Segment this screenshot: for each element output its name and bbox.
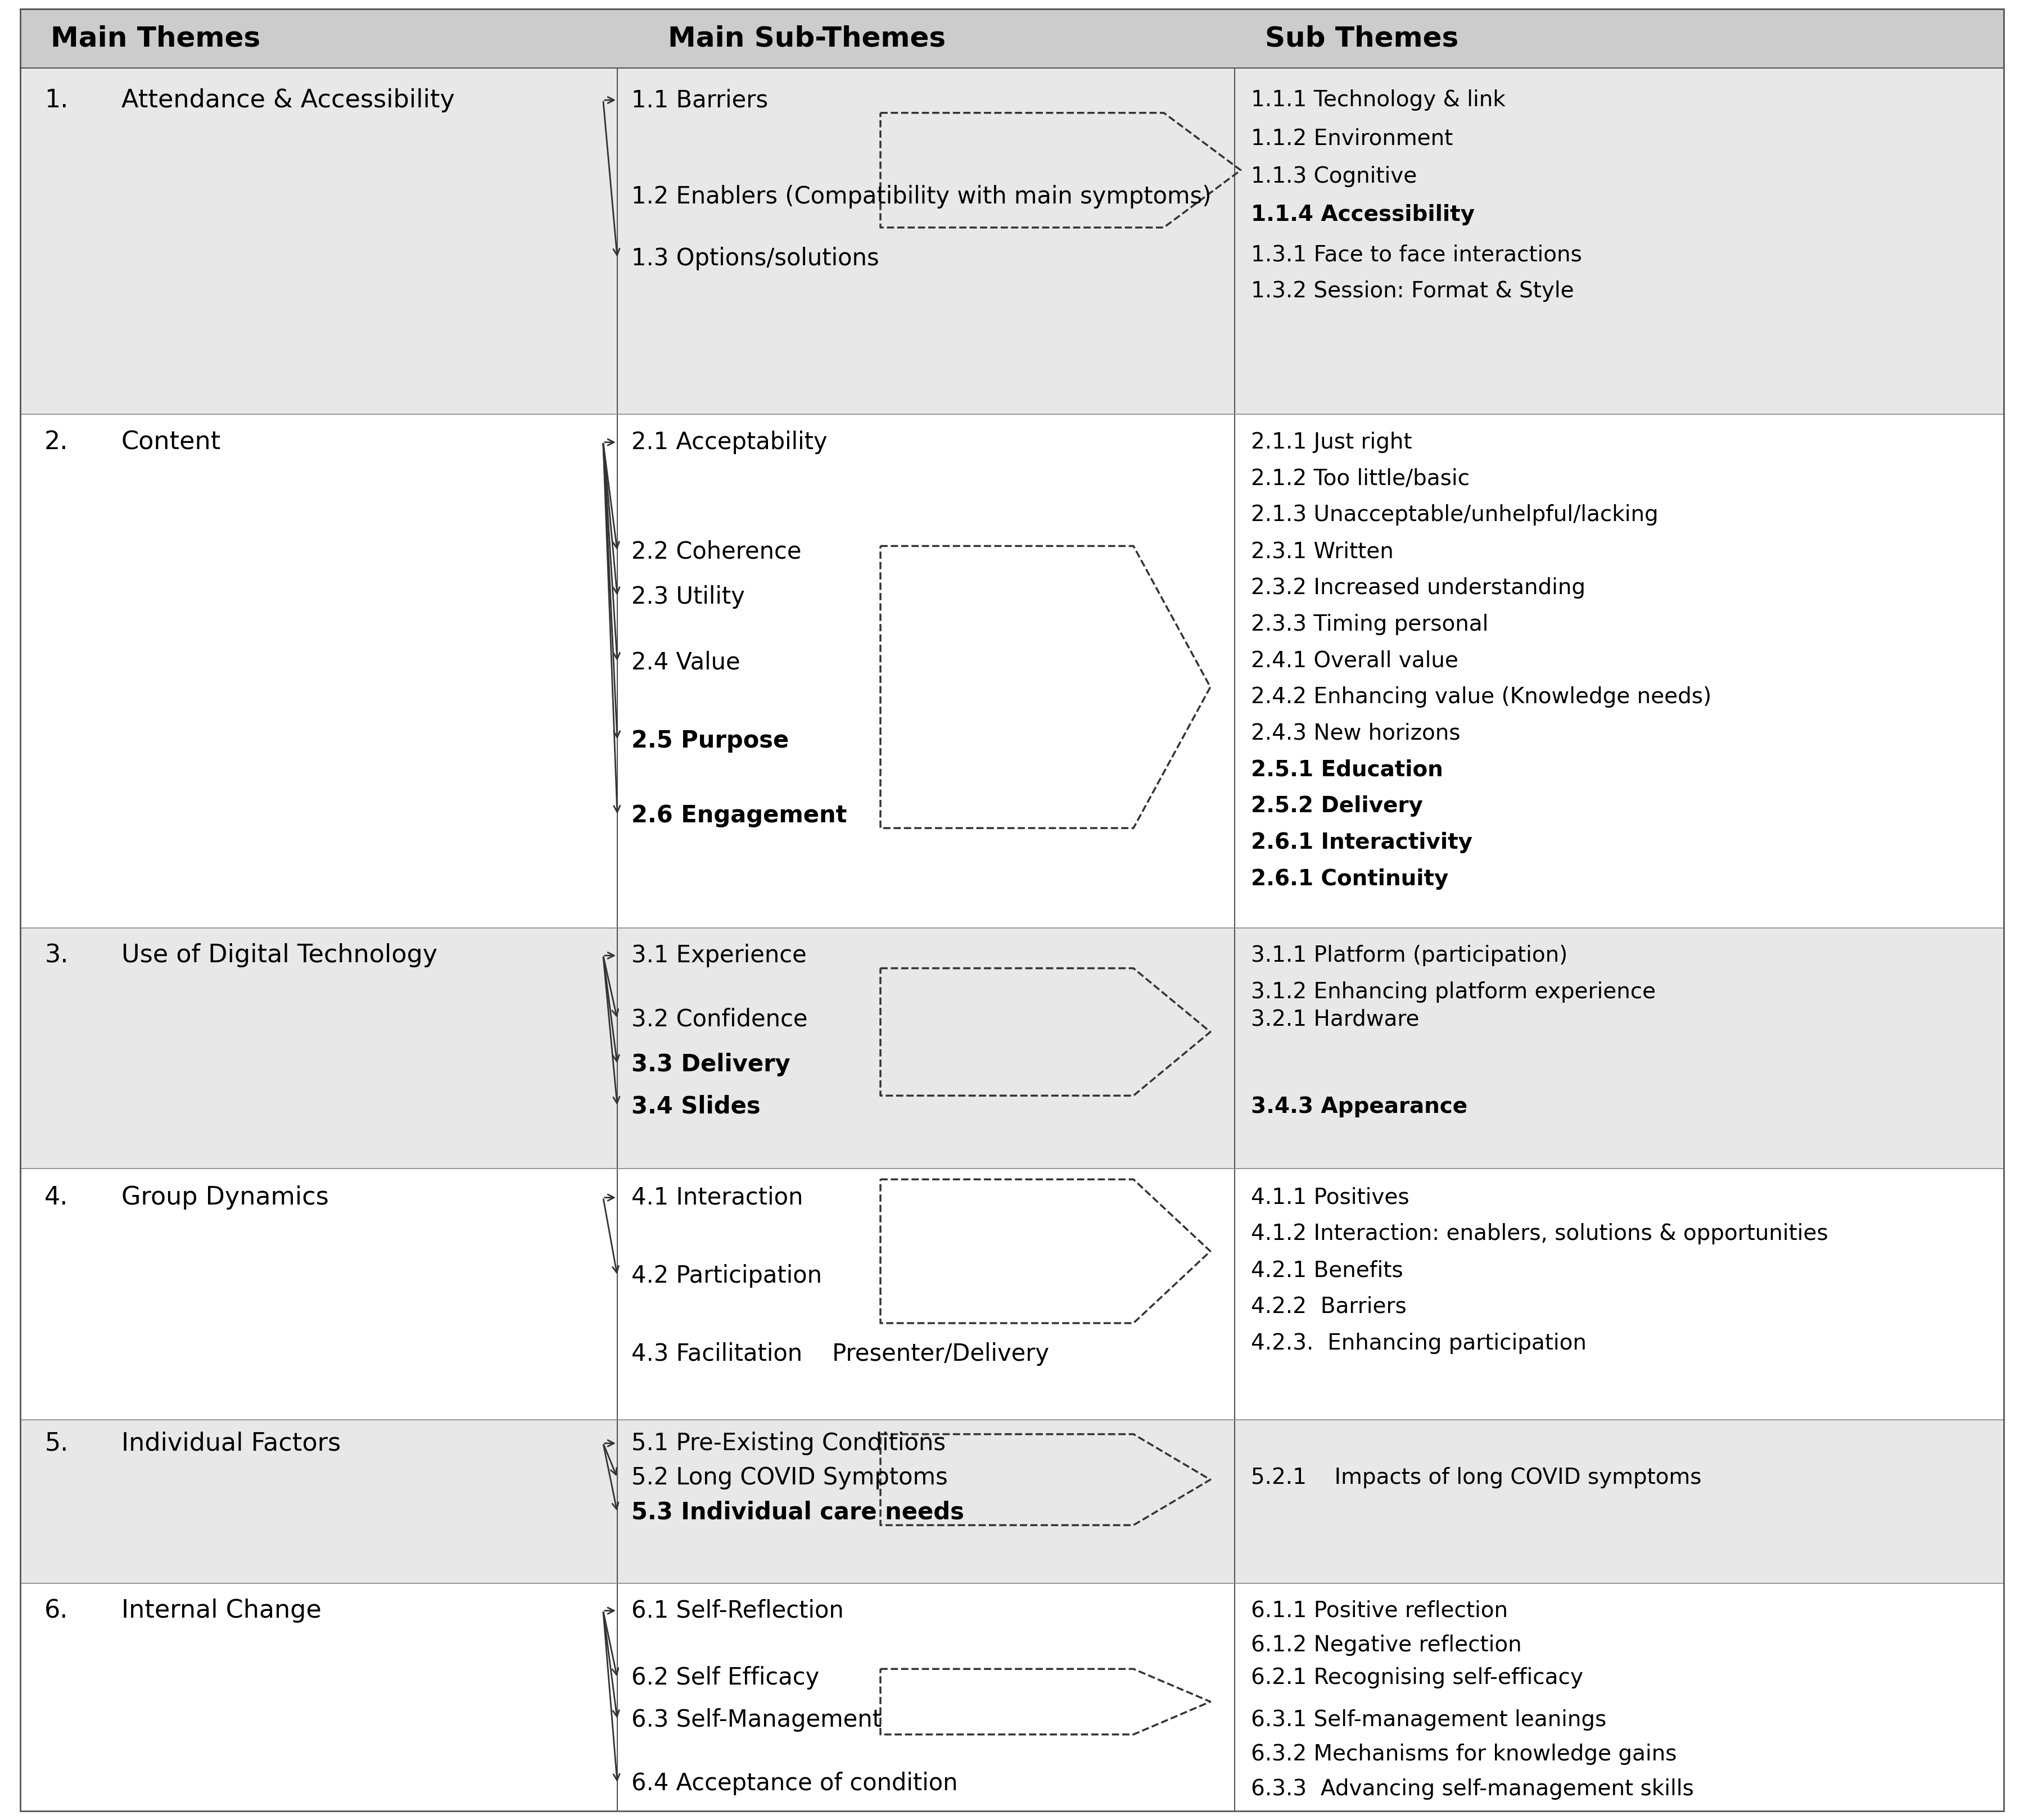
Bar — [20, 1420, 2004, 1583]
Text: 6.: 6. — [45, 1598, 69, 1623]
Text: 2.4.3 New horizons: 2.4.3 New horizons — [1251, 723, 1459, 744]
Text: 4.2.3.  Enhancing participation: 4.2.3. Enhancing participation — [1251, 1332, 1587, 1354]
Text: 4.: 4. — [45, 1185, 69, 1210]
Text: 2.6 Engagement: 2.6 Engagement — [631, 804, 848, 826]
Bar — [20, 9, 2004, 67]
Text: 2.5.1 Education: 2.5.1 Education — [1251, 759, 1443, 781]
Text: 3.: 3. — [45, 943, 69, 968]
Bar — [20, 1583, 2004, 1811]
Text: 2.3.3 Timing personal: 2.3.3 Timing personal — [1251, 613, 1488, 635]
Text: 5.2.1    Impacts of long COVID symptoms: 5.2.1 Impacts of long COVID symptoms — [1251, 1467, 1702, 1489]
Text: Attendance & Accessibility: Attendance & Accessibility — [121, 87, 455, 113]
Text: 1.1.3 Cognitive: 1.1.3 Cognitive — [1251, 166, 1417, 187]
Text: Use of Digital Technology: Use of Digital Technology — [121, 943, 437, 968]
Text: 3.1 Experience: 3.1 Experience — [631, 945, 808, 966]
Bar — [20, 928, 2004, 1168]
Text: Content: Content — [121, 430, 221, 455]
Text: 6.4 Acceptance of condition: 6.4 Acceptance of condition — [631, 1773, 957, 1795]
Text: 1.1.4 Accessibility: 1.1.4 Accessibility — [1251, 204, 1475, 226]
Text: 2.6.1 Continuity: 2.6.1 Continuity — [1251, 868, 1449, 890]
Text: 2.3 Utility: 2.3 Utility — [631, 586, 745, 608]
Text: 3.4 Slides: 3.4 Slides — [631, 1096, 761, 1117]
Text: 2.5.2 Delivery: 2.5.2 Delivery — [1251, 795, 1423, 817]
Text: 4.2.1 Benefits: 4.2.1 Benefits — [1251, 1259, 1403, 1281]
Text: 2.: 2. — [45, 430, 69, 455]
Text: 6.3 Self-Management: 6.3 Self-Management — [631, 1709, 882, 1731]
Text: Main Themes: Main Themes — [51, 25, 261, 53]
Text: 5.3 Individual care needs: 5.3 Individual care needs — [631, 1502, 963, 1523]
Text: 6.1.1 Positive reflection: 6.1.1 Positive reflection — [1251, 1600, 1508, 1622]
Text: 2.5 Purpose: 2.5 Purpose — [631, 730, 789, 752]
Text: Group Dynamics: Group Dynamics — [121, 1185, 328, 1210]
Text: 5.2 Long COVID Symptoms: 5.2 Long COVID Symptoms — [631, 1467, 947, 1489]
Text: 3.1.1 Platform (participation): 3.1.1 Platform (participation) — [1251, 945, 1567, 966]
Text: 1.1.2 Environment: 1.1.2 Environment — [1251, 127, 1453, 149]
Text: 4.3 Facilitation    Presenter/Delivery: 4.3 Facilitation Presenter/Delivery — [631, 1343, 1048, 1365]
Text: 2.1.2 Too little/basic: 2.1.2 Too little/basic — [1251, 468, 1469, 490]
Text: 2.3.2 Increased understanding: 2.3.2 Increased understanding — [1251, 577, 1585, 599]
Text: 2.4.2 Enhancing value (Knowledge needs): 2.4.2 Enhancing value (Knowledge needs) — [1251, 686, 1712, 708]
Text: 2.4.1 Overall value: 2.4.1 Overall value — [1251, 650, 1457, 672]
Text: 2.3.1 Written: 2.3.1 Written — [1251, 541, 1393, 562]
Bar — [20, 67, 2004, 415]
Text: 1.3 Options/solutions: 1.3 Options/solutions — [631, 248, 878, 269]
Text: 1.3.1 Face to face interactions: 1.3.1 Face to face interactions — [1251, 244, 1583, 266]
Text: 1.3.2 Session: Format & Style: 1.3.2 Session: Format & Style — [1251, 280, 1575, 302]
Text: 1.2 Enablers (Compatibility with main symptoms): 1.2 Enablers (Compatibility with main sy… — [631, 186, 1212, 207]
Text: Internal Change: Internal Change — [121, 1598, 322, 1623]
Text: 6.2.1 Recognising self-efficacy: 6.2.1 Recognising self-efficacy — [1251, 1667, 1583, 1689]
Text: 2.4 Value: 2.4 Value — [631, 652, 741, 673]
Text: 1.1 Barriers: 1.1 Barriers — [631, 89, 769, 111]
Text: 5.: 5. — [45, 1431, 69, 1456]
Text: 3.3 Delivery: 3.3 Delivery — [631, 1054, 791, 1076]
Text: 2.1.1 Just right: 2.1.1 Just right — [1251, 431, 1413, 453]
Text: 2.2 Coherence: 2.2 Coherence — [631, 541, 802, 562]
Text: 2.6.1 Interactivity: 2.6.1 Interactivity — [1251, 832, 1471, 854]
Text: 4.1 Interaction: 4.1 Interaction — [631, 1187, 804, 1208]
Text: 4.2.2  Barriers: 4.2.2 Barriers — [1251, 1296, 1407, 1318]
Text: 6.2 Self Efficacy: 6.2 Self Efficacy — [631, 1667, 820, 1689]
Text: 6.3.2 Mechanisms for knowledge gains: 6.3.2 Mechanisms for knowledge gains — [1251, 1744, 1676, 1765]
Bar — [20, 1168, 2004, 1420]
Text: 2.1.3 Unacceptable/unhelpful/lacking: 2.1.3 Unacceptable/unhelpful/lacking — [1251, 504, 1658, 526]
Text: 6.3.3  Advancing self-management skills: 6.3.3 Advancing self-management skills — [1251, 1778, 1694, 1800]
Text: 6.1 Self-Reflection: 6.1 Self-Reflection — [631, 1600, 844, 1622]
Text: 3.2.1 Hardware: 3.2.1 Hardware — [1251, 1008, 1419, 1030]
Text: Individual Factors: Individual Factors — [121, 1431, 340, 1456]
Text: 4.2 Participation: 4.2 Participation — [631, 1265, 822, 1287]
Text: 1.1.1 Technology & link: 1.1.1 Technology & link — [1251, 89, 1506, 111]
Text: 5.1 Pre-Existing Conditions: 5.1 Pre-Existing Conditions — [631, 1432, 945, 1454]
Text: 4.1.2 Interaction: enablers, solutions & opportunities: 4.1.2 Interaction: enablers, solutions &… — [1251, 1223, 1828, 1245]
Text: 3.4.3 Appearance: 3.4.3 Appearance — [1251, 1096, 1467, 1117]
Text: 4.1.1 Positives: 4.1.1 Positives — [1251, 1187, 1409, 1208]
Text: Sub Themes: Sub Themes — [1265, 25, 1459, 53]
Text: 3.1.2 Enhancing platform experience: 3.1.2 Enhancing platform experience — [1251, 981, 1656, 1003]
Text: 6.3.1 Self-management leanings: 6.3.1 Self-management leanings — [1251, 1709, 1607, 1731]
Text: 1.: 1. — [45, 87, 69, 113]
Bar — [20, 415, 2004, 928]
Text: Main Sub-Themes: Main Sub-Themes — [668, 25, 945, 53]
Text: 6.1.2 Negative reflection: 6.1.2 Negative reflection — [1251, 1634, 1522, 1656]
Text: 2.1 Acceptability: 2.1 Acceptability — [631, 431, 828, 453]
Text: 3.2 Confidence: 3.2 Confidence — [631, 1008, 808, 1030]
